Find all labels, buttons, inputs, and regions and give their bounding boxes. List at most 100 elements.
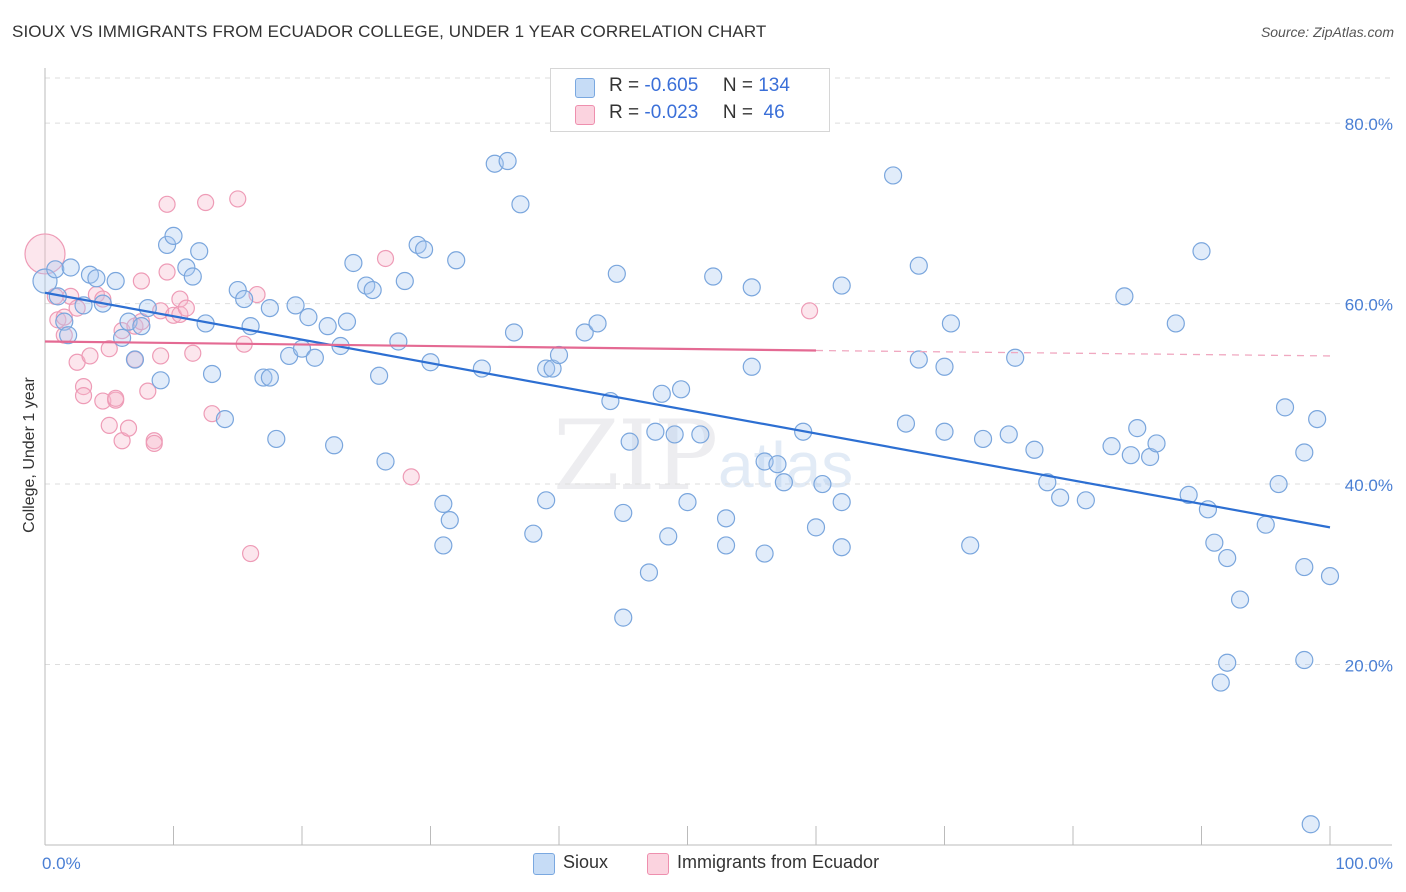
y-tick-label: 80.0% [1345,115,1393,134]
sioux-point [1218,548,1237,568]
ecuador-point [158,263,176,281]
sioux-point [832,493,851,512]
sioux-point [704,267,723,286]
trend-lines [44,291,1331,529]
sioux-point [620,432,639,451]
sioux-point [999,425,1018,444]
sioux-point [1301,815,1320,834]
source-label: Source: ZipAtlas.com [1260,24,1394,40]
sioux-point [228,280,247,300]
sioux-point [125,350,145,369]
sioux-point [1218,653,1237,672]
sioux-point [1295,443,1314,462]
ecuador-point [74,378,93,396]
sioux-point [286,296,305,315]
sioux-point [254,368,273,387]
r-value-sioux: -0.605 [644,75,699,96]
sioux-point [447,251,466,270]
sioux-point [1121,446,1140,465]
n-value-ecuador: 46 [758,102,785,123]
sioux-point [440,511,459,530]
sioux-point [414,240,434,259]
sioux-point [215,409,234,429]
sioux-legend-swatch [533,853,555,875]
sioux-point [1025,440,1044,459]
ecuador-trend-line [44,340,817,352]
sioux-point [716,536,736,555]
legend-text-ecuador: R = -0.023 N = 46 [609,102,785,124]
sioux-point [1256,515,1275,534]
ecuador-point [800,302,819,320]
sioux-point [1295,557,1314,577]
tick-labels: 20.0% 40.0% 60.0% 80.0% 0.0% 100.0% [42,115,1393,873]
sioux-point [504,323,524,342]
sioux-point [55,312,74,331]
r-label: R = [609,75,640,96]
sioux-point [434,494,453,514]
sioux-point [1275,398,1295,417]
sioux-point [1230,590,1250,609]
sioux-point [806,518,826,537]
sioux-point [61,258,80,277]
ecuador-point [132,272,150,290]
sioux-point [151,371,170,390]
ecuador-point [229,190,247,208]
ecuador-legend-label: Immigrants from Ecuador [677,852,880,872]
sioux-point [132,317,151,336]
sioux-point [755,544,774,563]
sioux-point [1295,650,1314,670]
sioux-point [87,269,106,288]
x-tick-label: 100.0% [1335,854,1393,873]
sioux-legend-label: Sioux [563,852,609,872]
sioux-point [1076,491,1095,510]
sioux-point [659,527,678,546]
ecuador-point [55,308,73,326]
sioux-point [614,503,633,523]
sioux-point [935,357,954,376]
sioux-point [1166,314,1185,333]
ecuador-point [94,392,112,410]
sioux-point [299,308,318,327]
sioux-point [1308,409,1327,429]
ecuador-point [81,347,99,365]
sioux-point [389,332,408,351]
ecuador-trend-extension [815,349,1331,357]
sioux-point [588,314,607,333]
sioux-point [652,384,671,403]
sioux-point [395,271,414,291]
ecuador-point [177,299,195,317]
sioux-point [267,429,286,449]
sioux-point [1006,348,1025,367]
y-tick-label: 40.0% [1345,476,1393,495]
sioux-point [691,425,710,444]
sioux-point [1269,474,1288,494]
sioux-point [183,267,202,286]
ecuador-point [197,193,215,212]
sioux-point [498,151,517,171]
sioux-point [177,258,196,277]
sioux-point [1038,473,1057,492]
sioux-point [1211,673,1230,692]
legend-text-sioux: R = -0.605 N = 134 [609,75,790,97]
sioux-point [46,260,65,279]
sioux-point [1179,485,1198,504]
sioux-point [639,563,659,582]
sioux-point [646,422,665,441]
sioux-point [235,289,254,309]
sioux-point [1102,437,1121,456]
y-tick-label: 60.0% [1345,296,1393,315]
sioux-point [716,509,736,528]
y-tick-label: 20.0% [1345,657,1393,676]
ecuador-point [145,434,163,453]
sioux-point [1320,566,1340,586]
ecuador-point [113,322,131,340]
ecuador-point [74,387,93,405]
sioux-point [112,328,132,347]
sioux-swatch [575,78,595,98]
axes [44,68,1392,846]
correlation-legend: R = -0.605 N = 134 R = -0.023 N = 46 [550,68,830,132]
sioux-point [59,326,78,345]
sioux-point [370,366,389,385]
sioux-point [768,455,787,474]
